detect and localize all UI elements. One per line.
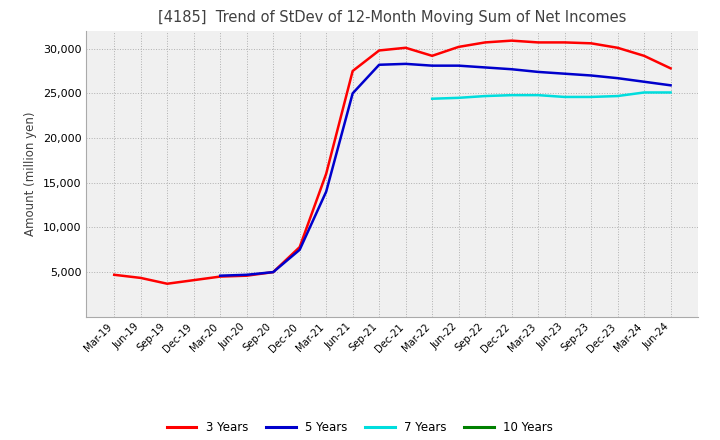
5 Years — [508, 66, 516, 72]
3 Years — [560, 40, 569, 45]
3 Years — [189, 278, 198, 283]
7 Years — [587, 94, 595, 99]
7 Years — [454, 95, 463, 100]
Line: 3 Years: 3 Years — [114, 40, 670, 284]
Title: [4185]  Trend of StDev of 12-Month Moving Sum of Net Incomes: [4185] Trend of StDev of 12-Month Moving… — [158, 11, 626, 26]
3 Years — [295, 245, 304, 250]
5 Years — [269, 269, 277, 275]
3 Years — [375, 48, 384, 53]
5 Years — [587, 73, 595, 78]
Y-axis label: Amount (million yen): Amount (million yen) — [24, 112, 37, 236]
3 Years — [136, 275, 145, 281]
3 Years — [613, 45, 622, 51]
5 Years — [322, 189, 330, 194]
3 Years — [110, 272, 119, 278]
5 Years — [640, 79, 649, 84]
3 Years — [348, 68, 357, 73]
5 Years — [401, 61, 410, 66]
3 Years — [666, 66, 675, 71]
5 Years — [428, 63, 436, 68]
5 Years — [534, 69, 542, 74]
3 Years — [322, 171, 330, 176]
3 Years — [428, 53, 436, 59]
Line: 7 Years: 7 Years — [432, 92, 670, 99]
7 Years — [666, 90, 675, 95]
5 Years — [454, 63, 463, 68]
3 Years — [481, 40, 490, 45]
7 Years — [481, 93, 490, 99]
7 Years — [534, 92, 542, 98]
3 Years — [163, 281, 171, 286]
5 Years — [295, 247, 304, 253]
7 Years — [613, 93, 622, 99]
5 Years — [666, 83, 675, 88]
3 Years — [243, 273, 251, 279]
7 Years — [428, 96, 436, 101]
Legend: 3 Years, 5 Years, 7 Years, 10 Years: 3 Years, 5 Years, 7 Years, 10 Years — [162, 416, 558, 439]
5 Years — [375, 62, 384, 67]
7 Years — [508, 92, 516, 98]
3 Years — [534, 40, 542, 45]
7 Years — [640, 90, 649, 95]
5 Years — [243, 272, 251, 278]
3 Years — [640, 53, 649, 59]
5 Years — [560, 71, 569, 76]
3 Years — [508, 38, 516, 43]
3 Years — [587, 40, 595, 46]
3 Years — [269, 269, 277, 275]
3 Years — [454, 44, 463, 50]
5 Years — [348, 91, 357, 96]
3 Years — [401, 45, 410, 51]
3 Years — [216, 274, 225, 279]
5 Years — [216, 273, 225, 279]
5 Years — [613, 76, 622, 81]
Line: 5 Years: 5 Years — [220, 64, 670, 276]
7 Years — [560, 94, 569, 99]
5 Years — [481, 65, 490, 70]
